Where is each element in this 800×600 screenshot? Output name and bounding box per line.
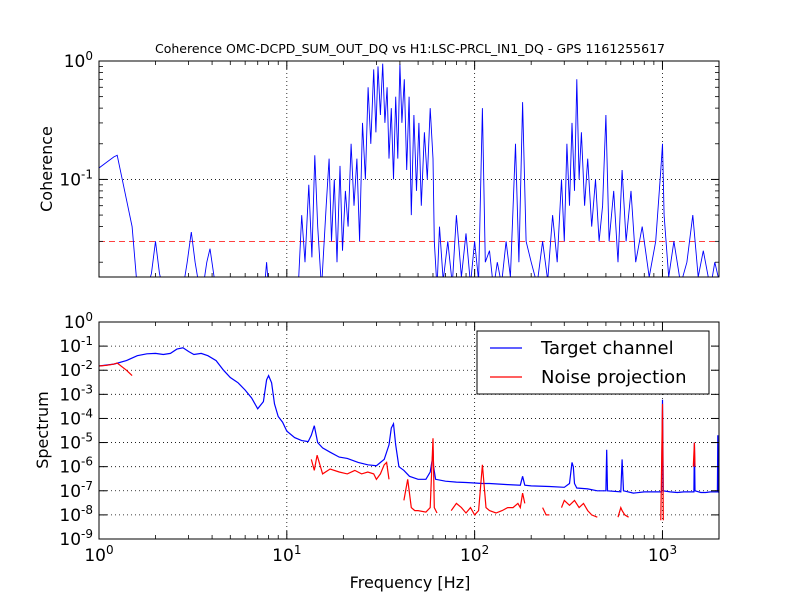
spectrum-ylabel: Spectrum (33, 391, 52, 469)
noise-projection-line (98, 362, 133, 377)
spectrum-y-tick-label: 10-9 (59, 527, 93, 550)
noise-projection-line (560, 499, 598, 518)
spectrum-y-tick-label: 10-6 (59, 455, 93, 478)
coherence-ylabel: Coherence (37, 126, 56, 212)
noise-projection-line (660, 403, 664, 521)
legend-label-noise: Noise projection (541, 367, 687, 388)
target-channel-line (98, 347, 720, 494)
noise-projection-line (310, 455, 390, 481)
x-tick-label: 100 (84, 543, 113, 566)
legend-label-target: Target channel (540, 338, 674, 359)
spectrum-y-tick-label: 10-4 (59, 406, 93, 429)
noise-projection-line (692, 442, 696, 467)
spectrum-y-tick-label: 10-1 (59, 334, 93, 357)
coherence-series-line (99, 63, 719, 277)
spectrum-y-tick-label: 10-7 (59, 479, 93, 502)
legend-box (476, 330, 710, 395)
x-tick-label: 103 (648, 543, 677, 566)
spectrum-y-tick-label: 10-3 (59, 382, 93, 405)
x-axis-label: Frequency [Hz] (350, 573, 471, 592)
spectrum-y-tick-label: 100 (64, 310, 93, 333)
spectrum-y-tick-label: 10-8 (59, 503, 93, 526)
spectrum-ticks: 10-910-810-710-610-510-410-310-210-11001… (59, 310, 719, 566)
coherence-y-tick-label: 100 (64, 49, 93, 72)
coherence-panel: 10-1 100 Coherence (37, 49, 720, 278)
coherence-y-tick-label: 10-1 (59, 167, 93, 190)
spectrum-y-tick-label: 10-5 (59, 431, 93, 454)
x-tick-label: 102 (460, 543, 489, 566)
spectrum-series (98, 347, 720, 521)
figure-title: Coherence OMC-DCPD_SUM_OUT_DQ vs H1:LSC-… (155, 41, 665, 56)
noise-projection-line (403, 438, 438, 514)
x-tick-label: 101 (272, 543, 301, 566)
coherence-axes-background (99, 61, 719, 277)
legend: Target channel Noise projection (476, 330, 710, 395)
noise-projection-line (617, 505, 629, 518)
noise-projection-line (450, 464, 526, 516)
noise-projection-line (542, 507, 550, 516)
coherence-series (99, 63, 719, 277)
coherence-ticks: 10-1 100 (59, 49, 719, 277)
coherence-axes-frame (98, 60, 720, 278)
spectrum-y-tick-label: 10-2 (59, 358, 93, 381)
spectrum-panel: 10-910-810-710-610-510-410-310-210-11001… (33, 310, 720, 592)
spectrum-axes-frame (98, 321, 720, 540)
